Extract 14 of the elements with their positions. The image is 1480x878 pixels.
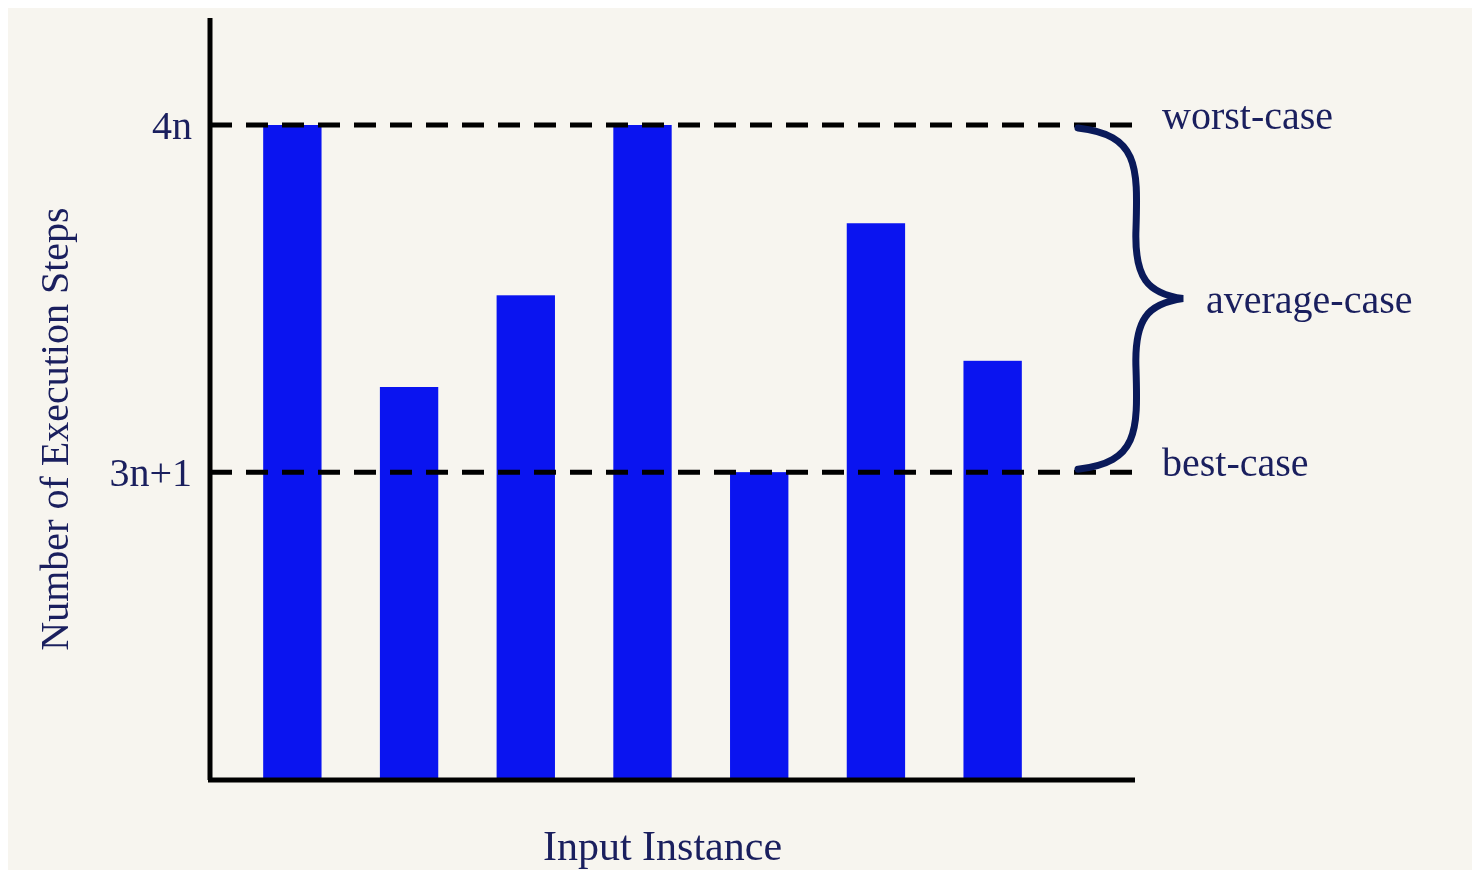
text: worst-case	[1162, 93, 1334, 138]
bar	[963, 360, 1022, 780]
text: average-case	[1206, 276, 1413, 322]
y-axis-title: Number of Execution Steps	[32, 207, 77, 651]
bar	[613, 125, 672, 780]
bar	[496, 295, 555, 780]
ref-line-label: 4n	[152, 103, 192, 148]
bar	[263, 125, 322, 780]
bar	[730, 472, 789, 780]
bar	[379, 387, 439, 780]
bar	[846, 223, 906, 780]
text: best-case	[1162, 440, 1309, 486]
ref-line-label: 3n+1	[109, 450, 192, 496]
x-axis-title: Input Instance	[542, 823, 783, 869]
